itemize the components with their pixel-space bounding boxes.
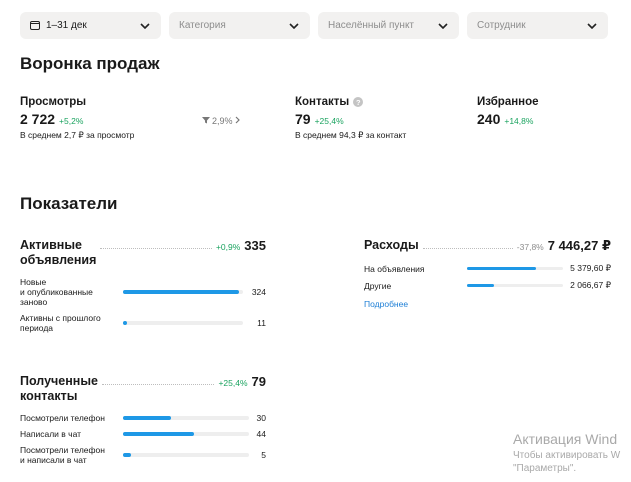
employee-filter[interactable]: Сотрудник <box>467 12 608 39</box>
list-item: Новые и опубликованные заново 324 <box>20 277 266 307</box>
expenses-change: -37,8% <box>516 242 544 252</box>
date-filter[interactable]: 1–31 дек <box>20 12 161 39</box>
contacts-received-card: Полученные контакты +25,4% 79 Посмотрели… <box>20 374 266 465</box>
row-label: На объявления <box>364 263 425 274</box>
dotted-leader <box>422 238 513 249</box>
progress-bar <box>123 453 249 457</box>
contacts-received-title: Полученные контакты <box>20 374 98 403</box>
watermark-line3: "Параметры". <box>513 463 577 474</box>
contacts-received-value: 79 <box>251 374 266 389</box>
expenses-title: Расходы <box>364 238 419 252</box>
row-value: 11 <box>257 318 266 328</box>
chevron-down-icon <box>139 20 151 32</box>
progress-bar <box>123 416 249 420</box>
dotted-leader <box>100 238 212 249</box>
favorites-change: +14,8% <box>504 116 534 126</box>
list-item: Посмотрели телефон и написали в чат 5 <box>20 445 266 465</box>
date-filter-value: 1–31 дек <box>46 20 87 31</box>
filters-bar: 1–31 дек Категория Населённый пункт Сотр… <box>20 12 608 39</box>
favorites-label: Избранное <box>477 96 539 108</box>
contacts-kpi: Контакты ? 79 +25,4% В среднем 94,3 ₽ за… <box>295 96 406 141</box>
category-filter-placeholder: Категория <box>179 20 226 31</box>
contacts-sub: В среднем 94,3 ₽ за контакт <box>295 130 407 140</box>
active-ads-change: +0,9% <box>215 242 241 252</box>
favorites-value: 240 <box>477 111 501 127</box>
progress-bar <box>123 321 243 325</box>
row-label: Новые и опубликованные заново <box>20 277 93 307</box>
row-label: Посмотрели телефон <box>20 413 105 423</box>
category-filter[interactable]: Категория <box>169 12 310 39</box>
list-item: Другие 2 066,67 ₽ <box>364 280 611 291</box>
employee-filter-placeholder: Сотрудник <box>477 20 526 31</box>
funnel-title: Воронка продаж <box>20 54 160 73</box>
row-label: Посмотрели телефон и написали в чат <box>20 445 105 465</box>
conversion-indicator[interactable]: 2,9% <box>202 116 240 126</box>
row-label: Другие <box>364 280 392 291</box>
watermark-line2: Чтобы активировать W <box>513 450 621 461</box>
conversion-value: 2,9% <box>212 116 233 126</box>
contacts-label: Контакты <box>295 96 350 108</box>
progress-bar <box>123 432 249 436</box>
views-value: 2 722 <box>20 111 56 127</box>
views-sub: В среднем 2,7 ₽ за просмотр <box>20 130 135 140</box>
favorites-kpi: Избранное 240 +14,8% <box>477 96 539 127</box>
chevron-down-icon <box>437 20 449 32</box>
chevron-down-icon <box>586 20 598 32</box>
city-filter[interactable]: Населённый пункт <box>318 12 459 39</box>
question-icon[interactable]: ? <box>353 97 364 107</box>
list-item: Написали в чат 44 <box>20 429 266 439</box>
city-filter-placeholder: Населённый пункт <box>328 20 415 31</box>
row-label: Написали в чат <box>20 429 82 439</box>
contacts-received-change: +25,4% <box>218 378 248 388</box>
active-ads-card: Активные объявления +0,9% 335 Новые и оп… <box>20 238 266 333</box>
row-value: 5 379,60 ₽ <box>570 263 611 273</box>
calendar-icon <box>30 21 40 30</box>
row-label: Активны с прошлого периода <box>20 313 101 333</box>
progress-bar <box>467 266 563 271</box>
metrics-title: Показатели <box>20 194 118 213</box>
contacts-change: +25,4% <box>314 116 344 126</box>
activation-watermark: Активация Wind Чтобы активировать W "Пар… <box>513 431 620 474</box>
list-item: Посмотрели телефон 30 <box>20 413 266 423</box>
active-ads-title: Активные объявления <box>20 238 97 267</box>
row-value: 30 <box>256 413 266 423</box>
row-value: 5 <box>261 450 266 460</box>
active-ads-value: 335 <box>244 238 266 253</box>
views-kpi: Просмотры 2 722 +5,2% В среднем 2,7 ₽ за… <box>20 96 134 141</box>
contacts-value: 79 <box>295 111 311 127</box>
progress-bar <box>467 283 563 288</box>
funnel-icon <box>202 116 210 126</box>
watermark-line1: Активация Wind <box>513 431 618 447</box>
dotted-leader <box>101 374 215 385</box>
expenses-value: 7 446,27 ₽ <box>547 238 611 253</box>
row-value: 2 066,67 ₽ <box>570 280 611 290</box>
list-item: Активны с прошлого периода 11 <box>20 313 266 333</box>
progress-bar <box>123 290 243 294</box>
list-item: На объявления 5 379,60 ₽ <box>364 263 611 274</box>
chevron-right-icon <box>235 116 240 126</box>
row-value: 44 <box>256 429 266 439</box>
expenses-card: Расходы -37,8% 7 446,27 ₽ На объявления … <box>364 238 611 309</box>
views-label: Просмотры <box>20 96 87 108</box>
chevron-down-icon <box>288 20 300 32</box>
views-change: +5,2% <box>59 116 84 126</box>
more-details-link[interactable]: Подробнее <box>364 299 409 309</box>
row-value: 324 <box>251 287 266 297</box>
